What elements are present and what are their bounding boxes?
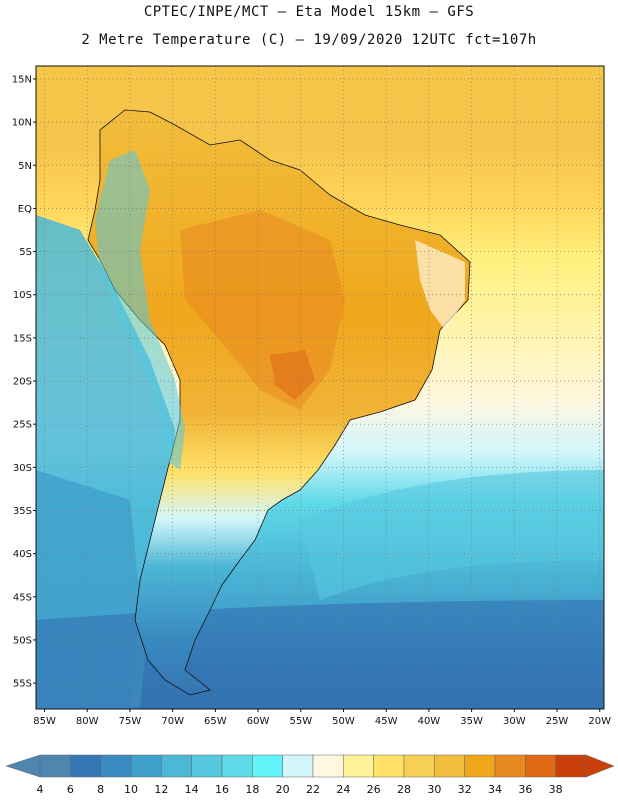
colorbar-level-label: 22 — [306, 783, 320, 796]
colorbar-level-label: 4 — [37, 783, 44, 796]
colorbar-level-label: 36 — [518, 783, 532, 796]
colorbar-swatch — [39, 754, 71, 778]
colorbar-swatch — [191, 754, 223, 778]
northeast-coast-pale — [415, 240, 465, 330]
colorbar-level-label: 8 — [97, 783, 104, 796]
colorbar-level-label: 20 — [276, 783, 290, 796]
colorbar-swatch — [282, 754, 314, 778]
latitude-labels: 15N 10N 5N EQ 5S 10S 15S 20S 25S 30S 35S 40S 45S 50S 5… — [12, 74, 36, 690]
atlantic-cool-band — [300, 470, 604, 600]
lat-tick-label: 5N — [18, 161, 32, 172]
colorbar-level-label: 6 — [67, 783, 74, 796]
chart-title: CPTEC/INPE/MCT – Eta Model 15km – GFS — [143, 4, 475, 20]
colorbar-level-label: 10 — [124, 783, 138, 796]
colorbar-low-arrow — [5, 754, 41, 778]
colorbar-swatch — [100, 754, 132, 778]
lon-tick-label: 55W — [289, 716, 312, 727]
colorbar-level-label: 26 — [367, 783, 381, 796]
lon-tick-label: 65W — [204, 716, 227, 727]
colorbar-swatch — [161, 754, 192, 778]
colorbar-swatch — [434, 754, 465, 778]
lat-tick-label: 15S — [13, 333, 32, 344]
colorbar-level-label: 12 — [154, 783, 168, 796]
lon-tick-label: 45W — [375, 716, 398, 727]
lat-tick-label: 10S — [13, 290, 32, 301]
colorbar-level-label: 32 — [458, 783, 472, 796]
lat-tick-label: 35S — [13, 506, 32, 517]
lon-tick-label: 60W — [247, 716, 270, 727]
andes-cool-strip — [95, 150, 185, 470]
lon-tick-label: 20W — [588, 716, 611, 727]
lon-tick-label: 25W — [546, 716, 569, 727]
gridlines — [36, 66, 604, 709]
hot-core — [270, 350, 315, 400]
colorbar-swatch — [373, 754, 405, 778]
map-frame — [35, 65, 605, 710]
lon-tick-label: 80W — [76, 716, 99, 727]
colorbar-level-label: 14 — [185, 783, 199, 796]
colorbar-level-label: 16 — [215, 783, 229, 796]
colorbar-swatch — [221, 754, 253, 778]
lat-tick-label: EQ — [18, 204, 32, 215]
lat-tick-label: 25S — [13, 420, 32, 431]
colorbar-level-label: 28 — [397, 783, 411, 796]
colorbar-swatch — [464, 754, 496, 778]
colorbar-swatch — [555, 754, 587, 778]
lon-tick-label: 70W — [161, 716, 184, 727]
colorbar-level-label: 18 — [245, 783, 259, 796]
lat-tick-label: 55S — [13, 679, 32, 690]
longitude-labels: 85W 80W 75W 70W 65W 60W 55W 50W 45W 40W 35W 30W 25W 2… — [33, 709, 611, 727]
lon-tick-label: 35W — [460, 716, 483, 727]
lon-tick-label: 30W — [503, 716, 526, 727]
colorbar-swatch — [252, 754, 283, 778]
southern-cold-band — [36, 600, 604, 709]
colorbar-level-label: 34 — [488, 783, 502, 796]
lat-tick-label: 30S — [13, 463, 32, 474]
colorbar-level-label: 24 — [336, 783, 350, 796]
colorbar-swatch — [343, 754, 374, 778]
lon-tick-label: 40W — [418, 716, 441, 727]
colorbar: 4 6 8 10 12 14 16 18 20 22 24 26 28 30 32 34 36 38 — [5, 754, 615, 796]
lat-tick-label: 10N — [12, 118, 32, 129]
colorbar-level-label: 30 — [427, 783, 441, 796]
colorbar-swatch — [494, 754, 526, 778]
lat-tick-label: 20S — [13, 377, 32, 388]
lat-tick-label: 50S — [13, 635, 32, 646]
lon-tick-label: 85W — [33, 716, 56, 727]
colorbar-swatch — [403, 754, 435, 778]
colorbar-level-label: 38 — [549, 783, 563, 796]
colorbar-high-arrow — [585, 754, 615, 778]
lat-tick-label: 45S — [13, 592, 32, 603]
colorbar-swatch — [525, 754, 556, 778]
colorbar-swatch — [130, 754, 162, 778]
lon-tick-label: 75W — [119, 716, 142, 727]
map-field — [36, 66, 604, 709]
chart-subtitle: 2 Metre Temperature (C) – 19/09/2020 12U… — [81, 32, 537, 48]
lat-tick-label: 15N — [12, 74, 32, 85]
colorbar-swatch — [312, 754, 344, 778]
lat-tick-label: 40S — [13, 549, 32, 560]
lat-tick-label: 5S — [19, 247, 32, 258]
colorbar-swatch — [70, 754, 101, 778]
lon-tick-label: 50W — [332, 716, 355, 727]
